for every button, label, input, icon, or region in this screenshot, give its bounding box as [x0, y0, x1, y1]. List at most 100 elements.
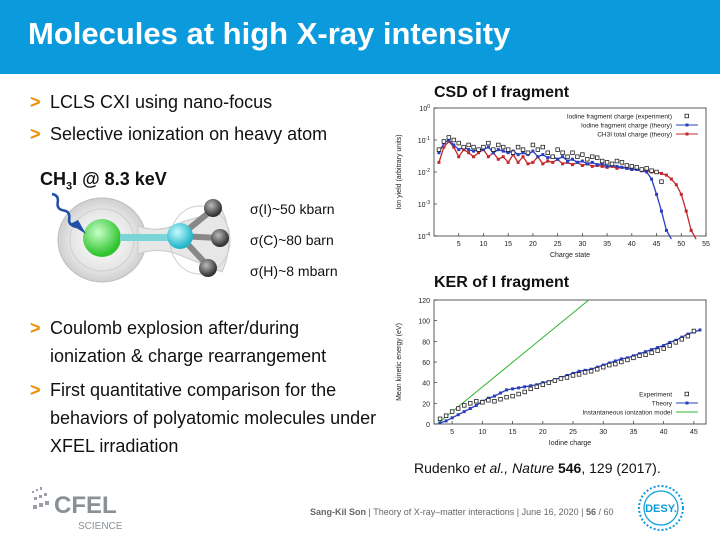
- cfel-logo: CFEL SCIENCE: [32, 487, 123, 532]
- data-point: [619, 357, 623, 361]
- x-tick-label: 20: [529, 241, 537, 248]
- data-point: [631, 355, 636, 361]
- data-point: [505, 147, 511, 152]
- data-point: [541, 153, 545, 157]
- data-point: [624, 163, 630, 168]
- data-point: [630, 167, 634, 171]
- y-tick-label: 10-4: [418, 232, 430, 241]
- x-tick-label: 45: [653, 241, 661, 248]
- data-point: [437, 416, 443, 422]
- data-point: [585, 157, 590, 162]
- data-point: [637, 353, 642, 358]
- data-point: [526, 162, 530, 166]
- data-point: [516, 391, 521, 397]
- bullet-arrow-icon: >: [30, 318, 41, 338]
- bullet-item: > First quantitative comparison for the …: [30, 376, 380, 460]
- xray-arrow-icon: [70, 220, 86, 234]
- cross-section-carbon: σ(C)~80 barn: [250, 232, 334, 248]
- hydrogen-atom: [204, 199, 222, 217]
- data-point: [523, 385, 527, 389]
- data-point: [580, 152, 585, 157]
- data-point: [662, 343, 666, 347]
- data-point: [540, 382, 545, 387]
- x-tick-label: 20: [539, 429, 547, 436]
- data-point: [664, 228, 668, 232]
- data-point: [521, 151, 525, 155]
- data-point: [555, 147, 560, 152]
- data-point: [531, 160, 535, 164]
- data-point: [643, 352, 648, 357]
- data-point: [576, 372, 582, 377]
- data-point: [546, 159, 550, 163]
- data-point: [600, 162, 604, 166]
- data-point: [486, 140, 491, 146]
- data-point: [486, 155, 490, 159]
- data-point: [461, 144, 466, 150]
- data-point: [645, 170, 649, 174]
- data-point: [566, 159, 570, 163]
- x-tick-label: 25: [554, 241, 562, 248]
- data-point: [480, 400, 485, 405]
- data-point: [570, 150, 575, 155]
- bullet-arrow-icon: >: [30, 124, 41, 144]
- data-point: [609, 161, 615, 167]
- x-tick-label: 55: [702, 241, 710, 248]
- data-point: [456, 413, 460, 417]
- data-point: [644, 350, 648, 354]
- citation-authors: Rudenko: [414, 460, 474, 476]
- data-point: [437, 151, 441, 155]
- data-point: [698, 328, 702, 332]
- data-point: [540, 144, 545, 150]
- bullet-arrow-icon: >: [30, 92, 41, 112]
- footer-text: Theory of X-ray–matter interactions | Ju…: [373, 507, 584, 517]
- data-point: [455, 406, 461, 411]
- data-point: [452, 143, 456, 147]
- data-point: [615, 164, 619, 168]
- data-point: [474, 399, 479, 404]
- data-point: [684, 209, 688, 213]
- data-point: [462, 148, 466, 152]
- data-point: [450, 416, 454, 420]
- data-point: [558, 376, 564, 381]
- data-point: [634, 165, 639, 170]
- series-0: [436, 135, 664, 184]
- data-point: [664, 173, 668, 177]
- y-tick-label: 0: [426, 422, 430, 429]
- x-tick-label: 40: [660, 429, 668, 436]
- data-point: [498, 391, 502, 395]
- data-point: [496, 157, 500, 161]
- x-tick-label: 45: [690, 429, 698, 436]
- data-point: [685, 333, 691, 339]
- series-line: [436, 299, 590, 425]
- data-point: [564, 375, 570, 380]
- x-tick-label: 15: [504, 241, 512, 248]
- data-point: [498, 397, 503, 402]
- data-point: [545, 150, 550, 155]
- data-point: [517, 386, 521, 390]
- data-point: [605, 164, 609, 168]
- xray-wave-icon: [51, 192, 78, 229]
- y-tick-label: 80: [422, 339, 430, 346]
- data-point: [689, 228, 693, 232]
- data-point: [674, 183, 678, 187]
- data-point: [575, 154, 580, 159]
- data-point: [472, 149, 476, 153]
- ker-chart-title: KER of I fragment: [434, 274, 570, 291]
- x-tick-label: 5: [450, 429, 454, 436]
- data-point: [655, 192, 659, 196]
- data-point: [588, 369, 594, 374]
- footer-author: Sang-Kil Son: [310, 507, 366, 517]
- citation-pages: , 129 (2017).: [581, 460, 661, 476]
- data-point: [516, 160, 520, 164]
- data-point: [570, 157, 574, 161]
- ker-chart: 5 10 15 20 25 30 35 40 45 0 20 40 60 80 100 120 Iodine c…: [396, 298, 707, 447]
- carbon-atom: [167, 223, 193, 249]
- data-point: [667, 343, 672, 348]
- data-point: [585, 162, 589, 166]
- bullet-text: LCLS CXI using nano-focus: [50, 92, 273, 112]
- data-point: [561, 162, 565, 166]
- legend-label: Theory: [652, 401, 673, 408]
- data-point: [669, 177, 673, 181]
- legend-marker: [685, 132, 689, 136]
- data-point: [590, 160, 594, 164]
